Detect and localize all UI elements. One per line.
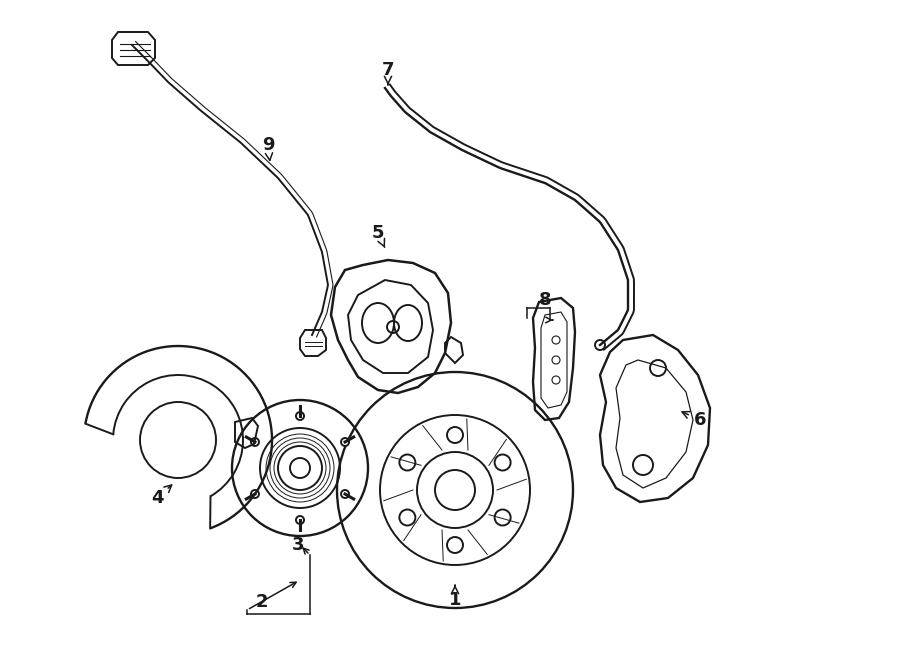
Text: 7: 7 — [382, 61, 394, 85]
Text: 1: 1 — [449, 586, 461, 609]
Text: 5: 5 — [372, 224, 384, 247]
Circle shape — [595, 340, 605, 350]
Text: 4: 4 — [151, 485, 172, 507]
Circle shape — [296, 516, 304, 524]
Circle shape — [251, 490, 259, 498]
Circle shape — [251, 438, 259, 446]
Text: 3: 3 — [292, 536, 304, 554]
Text: 8: 8 — [539, 291, 552, 309]
Circle shape — [296, 412, 304, 420]
Text: 2: 2 — [256, 593, 268, 611]
Circle shape — [341, 438, 349, 446]
Text: 9: 9 — [262, 136, 274, 161]
Circle shape — [341, 490, 349, 498]
Text: 6: 6 — [682, 411, 707, 429]
